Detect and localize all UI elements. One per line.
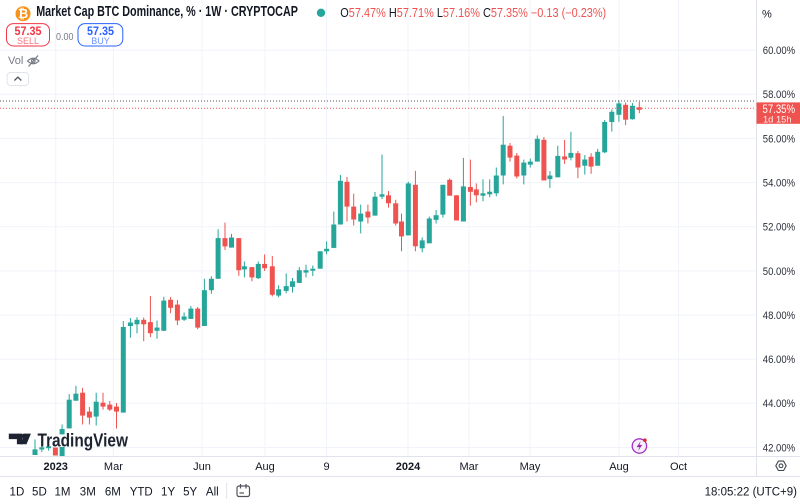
svg-text:2024: 2024 [396, 461, 421, 473]
svg-text:18:05:22 (UTC+9): 18:05:22 (UTC+9) [705, 487, 798, 499]
svg-text:50.00%: 50.00% [763, 266, 795, 278]
svg-text:Jun: Jun [193, 461, 211, 473]
svg-text:57.35: 57.35 [15, 24, 42, 38]
svg-text:1d 15h: 1d 15h [763, 114, 792, 124]
svg-text:52.00%: 52.00% [763, 222, 795, 234]
svg-text:All: All [206, 486, 219, 498]
svg-text:%: % [762, 9, 772, 21]
svg-text:57.35: 57.35 [87, 24, 114, 38]
svg-text:O57.47% H57.71% L57.16% C57.35: O57.47% H57.71% L57.16% C57.35% −0.13 (−… [340, 6, 606, 20]
svg-text:Mar: Mar [104, 461, 123, 473]
svg-text:42.00%: 42.00% [763, 442, 795, 454]
svg-text:Market Cap BTC Dominance, % ·: Market Cap BTC Dominance, % · 1W · CRYPT… [36, 3, 298, 20]
svg-text:9: 9 [323, 461, 329, 473]
svg-text:Mar: Mar [460, 461, 479, 473]
svg-text:1Y: 1Y [161, 486, 175, 498]
svg-text:44.00%: 44.00% [763, 398, 795, 410]
svg-text:48.00%: 48.00% [763, 310, 795, 322]
svg-text:BUY: BUY [91, 36, 110, 46]
svg-text:May: May [520, 461, 541, 473]
svg-text:₿: ₿ [18, 7, 28, 21]
svg-text:SELL: SELL [17, 36, 39, 46]
svg-text:5Y: 5Y [183, 486, 197, 498]
svg-text:Vol: Vol [8, 55, 23, 67]
svg-text:46.00%: 46.00% [763, 354, 795, 366]
svg-text:56.00%: 56.00% [763, 133, 795, 145]
svg-text:Oct: Oct [670, 461, 687, 473]
svg-text:1D: 1D [10, 486, 25, 498]
svg-text:TradingView: TradingView [38, 430, 129, 451]
svg-text:2023: 2023 [43, 461, 67, 473]
svg-text:54.00%: 54.00% [763, 178, 795, 190]
svg-text:6M: 6M [105, 486, 121, 498]
svg-text:0.00: 0.00 [56, 31, 74, 43]
svg-text:1M: 1M [55, 486, 71, 498]
svg-text:58.00%: 58.00% [763, 89, 795, 101]
svg-text:YTD: YTD [130, 486, 153, 498]
svg-text:Aug: Aug [255, 461, 275, 473]
svg-text:57.35%: 57.35% [763, 104, 796, 116]
svg-text:3M: 3M [80, 486, 96, 498]
svg-text:60.00%: 60.00% [763, 45, 795, 57]
svg-text:5D: 5D [32, 486, 47, 498]
svg-text:Aug: Aug [609, 461, 629, 473]
